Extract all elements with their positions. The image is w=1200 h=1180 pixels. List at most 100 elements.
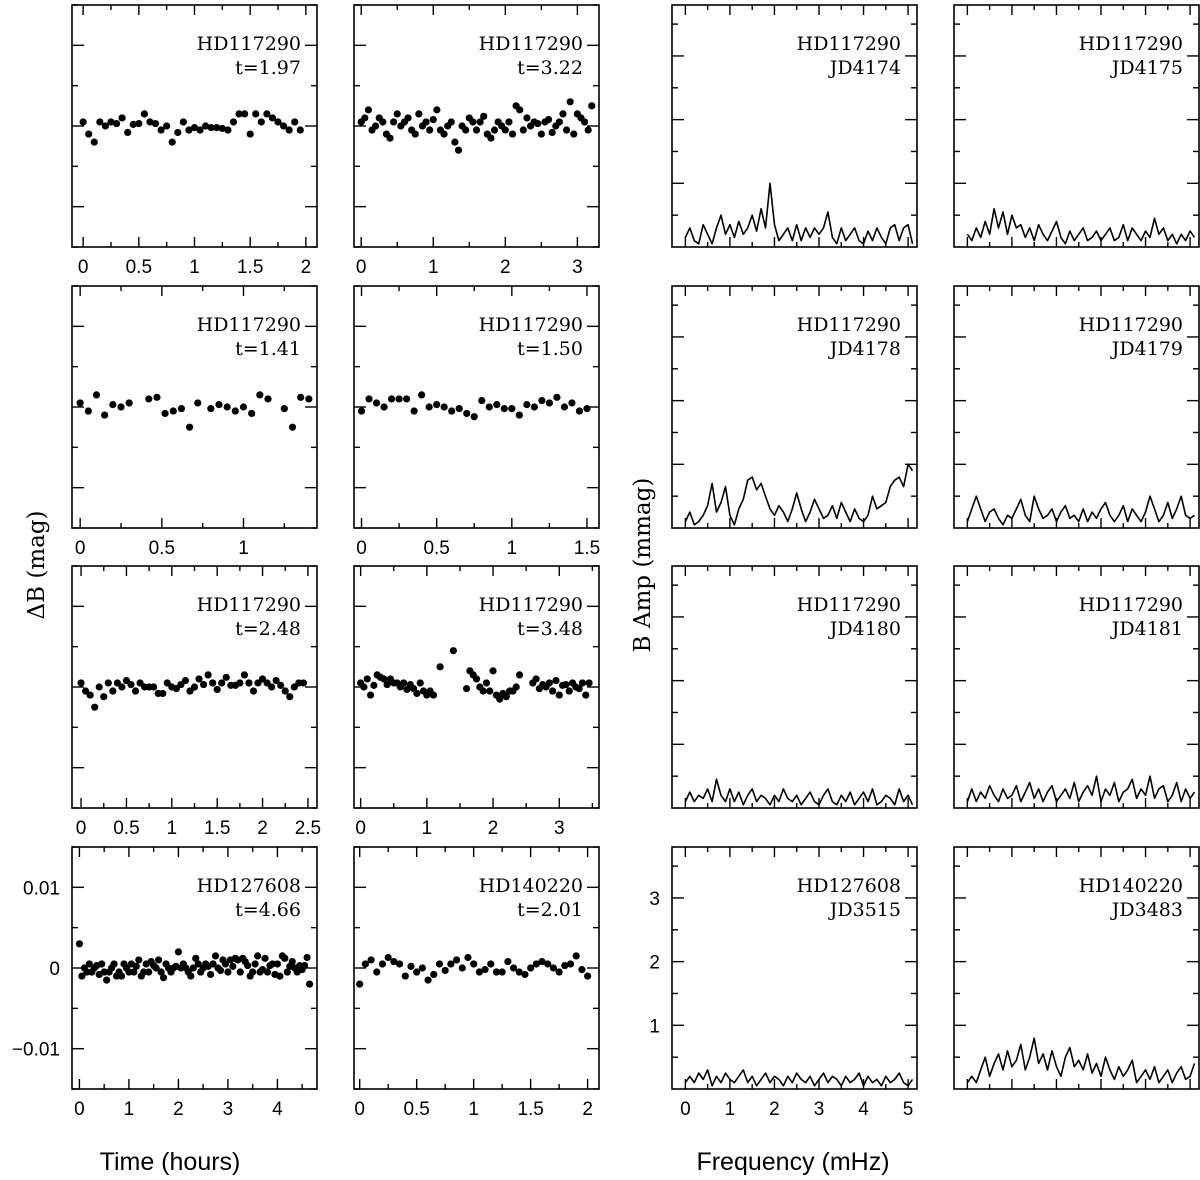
lc-5-point <box>199 680 208 689</box>
sp-5-run-label: JD4180 <box>828 618 901 640</box>
lc-6-x-tick-label: 2 <box>488 818 499 839</box>
lc-1-point <box>135 119 143 128</box>
sp-8-star-name: HD140220 <box>1079 875 1183 897</box>
lc-4-point <box>357 407 366 415</box>
lc-7-point <box>229 962 237 970</box>
lc-1-point <box>207 124 215 132</box>
lc-3-point <box>84 407 92 415</box>
lc-6-point <box>462 685 471 693</box>
lc-8-x-tick-label: 1.5 <box>517 1099 543 1120</box>
lc-8-point <box>509 964 518 972</box>
lc-8-point <box>452 956 461 964</box>
sp-3-star-name: HD117290 <box>797 314 901 336</box>
lc-6-point <box>400 679 408 687</box>
lc-4-point <box>568 399 576 407</box>
lc-4-point <box>440 403 448 411</box>
lc-8-point <box>356 980 364 988</box>
lc-6-point <box>383 680 391 689</box>
lc-1-point <box>129 120 137 128</box>
lc-7-point <box>98 960 106 968</box>
lc-8-point <box>584 972 592 980</box>
lc-3-point <box>297 393 305 401</box>
lc-5-point <box>281 687 289 695</box>
lc-1-star-name: HD117290 <box>197 33 301 55</box>
lc-7-point <box>110 960 118 968</box>
sp-7-y-tick-label: 2 <box>649 953 660 974</box>
lc-4-point <box>575 407 584 415</box>
lc-4-star-name: HD117290 <box>479 314 583 336</box>
sp-7-spectrum-line <box>684 1069 914 1087</box>
lc-6-point <box>502 693 510 701</box>
lc-5-x-tick-label: 0.5 <box>113 818 139 839</box>
lc-5-point <box>104 679 112 687</box>
lc-1-point <box>190 124 199 132</box>
lc-7-point <box>174 948 183 956</box>
lc-6-point <box>436 663 444 671</box>
lc-2-run-label: t=3.22 <box>517 57 583 79</box>
lc-7-point <box>268 960 277 968</box>
lc-7-point <box>85 960 93 968</box>
lc-3-point <box>239 403 248 411</box>
lc-3-point <box>280 405 288 413</box>
lc-7-point <box>83 968 91 976</box>
lc-3-point <box>169 407 177 415</box>
lc-6-point <box>413 689 421 698</box>
sp-7-x-tick-label: 4 <box>858 1099 869 1120</box>
lc-3-x-tick-label: 0.5 <box>149 538 175 559</box>
lc-8-point <box>458 964 466 972</box>
lc-8-point <box>538 957 546 966</box>
lc-6-point <box>366 691 375 699</box>
lc-5-x-tick-label: 0 <box>76 818 87 839</box>
lc-6-point <box>429 691 438 699</box>
lc-1-point <box>268 114 277 122</box>
lc-5-x-tick-label: 2.5 <box>295 818 321 839</box>
lc-7-x-tick-label: 2 <box>173 1099 184 1120</box>
lc-7-star-name: HD127608 <box>197 875 301 897</box>
lc-1-point <box>213 124 221 132</box>
lc-8-point <box>395 960 404 968</box>
lc-1-point <box>101 122 110 130</box>
sp-7-x-tick-label: 2 <box>769 1099 780 1120</box>
lc-1-point <box>291 118 299 126</box>
lc-8-point <box>572 952 580 960</box>
lc-5-point <box>150 683 158 691</box>
lc-2-point <box>559 110 567 118</box>
lc-6-point <box>575 685 583 693</box>
lc-1-point <box>112 119 121 128</box>
lc-7-point <box>187 972 195 980</box>
lc-3-point <box>248 409 256 418</box>
lc-5-x-tick-label: 1.5 <box>204 818 230 839</box>
sp-7-x-tick-label: 5 <box>903 1099 914 1120</box>
lc-6-point <box>532 675 540 683</box>
sp-7-x-tick-label: 1 <box>725 1099 736 1120</box>
lc-1-point <box>224 126 232 134</box>
lc-6-point <box>496 695 504 703</box>
lc-5-star-name: HD117290 <box>197 594 301 616</box>
lc-2-point <box>393 110 401 118</box>
lc-2-point <box>451 138 459 146</box>
lc-8-point <box>470 960 478 968</box>
lc-7-point <box>263 968 272 976</box>
lc-5-point <box>127 680 135 689</box>
lc-2-point <box>537 130 545 138</box>
lc-6-point <box>565 687 573 695</box>
sp-6-star-name: HD117290 <box>1079 594 1183 616</box>
lc-4-point <box>508 405 516 413</box>
lc-2-point <box>562 126 571 134</box>
lc-7-point <box>303 953 311 962</box>
lc-1-point <box>118 114 126 122</box>
lc-3-point <box>288 423 297 431</box>
lc-4-point <box>515 411 523 419</box>
lc-3-x-tick-label: 1 <box>238 538 249 559</box>
lc-5-point <box>286 693 294 701</box>
lc-4-point <box>395 395 403 403</box>
sp-7-y-tick-label: 3 <box>649 889 660 910</box>
lc-7-point <box>157 968 165 976</box>
